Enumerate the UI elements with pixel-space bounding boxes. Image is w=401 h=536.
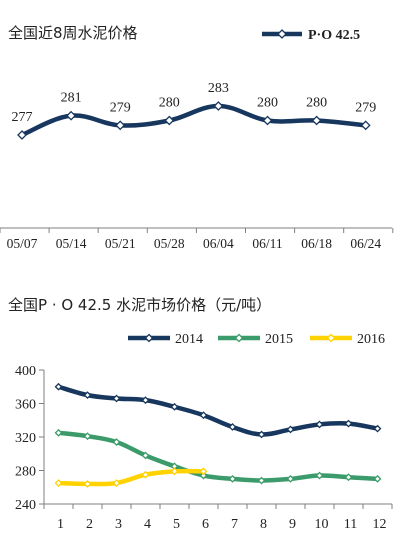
chart-1-title: 全国近8周水泥价格 — [8, 24, 138, 42]
data-point — [164, 115, 175, 126]
data-point-2016 — [170, 467, 179, 476]
data-point-2014 — [257, 430, 266, 439]
chart-2-plot — [54, 382, 382, 488]
data-point-2015 — [373, 474, 382, 483]
y-tick-label: 360 — [15, 398, 36, 413]
x-tick-label: 1 — [57, 517, 64, 532]
x-tick-label: 06/04 — [203, 236, 234, 251]
series-line-2014 — [56, 384, 380, 437]
x-tick-label: 05/07 — [7, 236, 38, 251]
x-tick-label: 06/11 — [252, 236, 282, 251]
y-tick-label: 280 — [15, 465, 36, 480]
data-point-2014 — [170, 402, 179, 411]
legend-marker-2016 — [326, 333, 336, 343]
data-point-2014 — [344, 419, 353, 428]
legend-marker-2015 — [234, 333, 244, 343]
chart-2-title: 全国P · O 42.5 水泥市场价格（元/吨） — [8, 296, 271, 314]
x-tick-label: 4 — [144, 517, 151, 532]
x-tick-label: 05/14 — [56, 236, 87, 251]
data-point-2016 — [141, 470, 150, 479]
chart-1-plot: 277 281 279 280 283 280 280 279 — [12, 81, 376, 140]
x-tick-label: 11 — [344, 517, 357, 532]
data-point-2014 — [373, 424, 382, 433]
x-tick-label: 8 — [260, 517, 267, 532]
data-point-2014 — [286, 425, 295, 434]
data-label: 280 — [159, 96, 180, 111]
data-label: 279 — [355, 100, 376, 115]
data-point-2014 — [141, 396, 150, 405]
x-tick-label: 05/21 — [105, 236, 136, 251]
x-tick-label: 7 — [231, 517, 238, 532]
x-tick-label: 10 — [315, 517, 329, 532]
x-tick-label: 06/24 — [350, 236, 381, 251]
data-point-2014 — [199, 411, 208, 420]
data-label: 279 — [110, 100, 131, 115]
data-point-2015 — [199, 471, 208, 480]
legend-marker-2014 — [144, 333, 154, 343]
data-point-2015 — [141, 451, 150, 460]
x-tick-label: 05/28 — [154, 236, 185, 251]
legend-swatch-marker — [277, 29, 287, 39]
data-point — [311, 115, 322, 126]
data-point-2014 — [315, 420, 324, 429]
data-point — [115, 120, 126, 131]
data-label: 281 — [61, 91, 82, 106]
data-point — [262, 115, 273, 126]
yearly-price-chart: 全国P · O 42.5 水泥市场价格（元/吨） 2014 2015 2016 24… — [8, 296, 393, 532]
series-line-2016 — [56, 468, 206, 487]
data-point-2015 — [83, 432, 92, 441]
data-point-2015 — [257, 476, 266, 485]
x-tick-label: 9 — [289, 517, 296, 532]
data-label: 283 — [208, 81, 229, 96]
data-point-2014 — [228, 423, 237, 431]
data-point-2015 — [54, 428, 63, 437]
data-point-2015 — [315, 471, 324, 480]
chart-1-legend: P·O 42.5 — [262, 28, 360, 43]
weekly-price-chart: 全国近8周水泥价格 P·O 42.5 277 281 279 280 283 280 280… — [0, 24, 394, 251]
chart-1-x-axis: 05/07 05/14 05/21 05/28 06/04 06/11 06/18 06/24 — [0, 227, 394, 251]
data-point-2014 — [54, 382, 63, 391]
data-point — [17, 130, 27, 140]
data-point-2016 — [54, 479, 63, 487]
x-tick-label: 12 — [373, 517, 387, 532]
series-line-2015 — [56, 430, 380, 483]
data-point-2015 — [286, 474, 295, 483]
legend-label-2016: 2016 — [357, 332, 385, 347]
y-tick-label: 240 — [15, 498, 36, 513]
data-point-2016 — [112, 479, 121, 487]
data-point-2014 — [112, 394, 121, 403]
legend-label-2015: 2015 — [265, 332, 293, 347]
data-point — [360, 120, 371, 131]
data-point — [213, 101, 224, 111]
data-point-2015 — [344, 473, 353, 482]
data-point-2015 — [112, 438, 121, 446]
x-tick-label: 3 — [115, 517, 122, 532]
x-tick-label: 2 — [86, 517, 93, 532]
y-tick-label: 320 — [15, 431, 36, 446]
data-point — [66, 110, 77, 121]
chart-2-legend: 2014 2015 2016 — [128, 332, 385, 347]
x-tick-label: 06/18 — [301, 236, 332, 251]
data-point-2016 — [199, 467, 208, 476]
legend-label: P·O 42.5 — [308, 28, 360, 43]
legend-label-2014: 2014 — [175, 332, 203, 347]
y-tick-label: 400 — [15, 364, 36, 379]
data-label: 277 — [12, 110, 33, 125]
x-tick-label: 6 — [202, 517, 209, 532]
data-point-2015 — [228, 474, 237, 483]
data-point-2014 — [83, 391, 92, 400]
data-label: 280 — [306, 96, 327, 111]
data-label: 280 — [257, 96, 278, 111]
x-tick-label: 5 — [173, 517, 180, 532]
data-point-2016 — [83, 479, 92, 488]
